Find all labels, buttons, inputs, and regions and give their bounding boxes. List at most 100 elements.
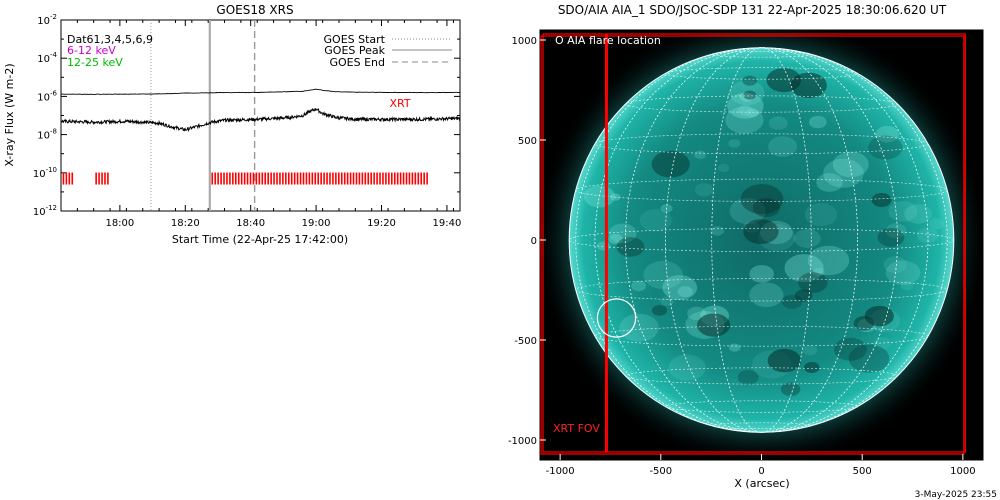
plot-axes: 10-12 10-10 10-8 10-6 10-4 10-2 18:00 18:20 18:4… <box>33 13 462 229</box>
xrt-bar <box>249 172 252 185</box>
y-tick-label: 10-10 <box>33 166 57 180</box>
series-6-12-kev <box>61 88 460 95</box>
xrt-bar <box>382 172 384 185</box>
xrt-bar <box>361 172 364 185</box>
xrt-bar <box>220 172 222 185</box>
dark-feature <box>651 150 690 178</box>
img-x-tick-label: -1000 <box>546 466 575 477</box>
xrt-bar <box>326 172 328 185</box>
x-tick-label: 18:00 <box>105 218 134 229</box>
xrt-bar <box>223 172 225 185</box>
xrt-bar <box>101 172 103 185</box>
dark-feature <box>868 135 903 160</box>
bright-feature <box>619 313 659 342</box>
xrt-bar <box>379 172 381 185</box>
longitude-line <box>625 47 898 433</box>
img-x-tick-label: 1000 <box>950 466 975 477</box>
bright-feature <box>729 198 766 225</box>
active-regions <box>583 68 944 397</box>
xrt-bar <box>232 172 234 185</box>
xrt-bar <box>402 172 405 185</box>
xrt-bar <box>411 172 414 185</box>
bright-feature <box>832 151 869 178</box>
xrt-bar <box>396 172 399 185</box>
bright-feature <box>813 267 825 277</box>
bright-feature <box>900 281 914 291</box>
xrt-bar <box>252 172 255 185</box>
x-tick-label: 18:20 <box>171 218 200 229</box>
bright-feature <box>597 241 611 251</box>
dark-feature <box>781 294 803 309</box>
y-tick-label: 10-2 <box>37 13 57 27</box>
xrt-bar <box>296 172 299 185</box>
bright-feature <box>807 245 850 276</box>
dark-feature <box>834 337 867 361</box>
xrt-bar <box>358 172 361 185</box>
xrt-bar <box>299 172 302 185</box>
xrt-bar <box>217 172 219 185</box>
dark-feature <box>864 305 894 327</box>
bright-feature <box>737 105 753 116</box>
flare-location-circle <box>596 298 637 338</box>
image-x-axis-label: X (arcsec) <box>734 477 789 490</box>
dark-feature <box>767 348 802 373</box>
xrt-bar <box>264 172 267 185</box>
y-tick-label: 10-6 <box>37 89 57 103</box>
xrt-bar <box>276 172 278 185</box>
xrt-bar <box>352 172 355 185</box>
flux-series <box>61 88 460 133</box>
legend-6-12kev: 6-12 keV <box>67 44 116 57</box>
xrt-bar <box>355 172 358 185</box>
x-tick-label: 19:20 <box>367 218 396 229</box>
xrt-bar <box>246 172 249 185</box>
xrt-bar <box>346 172 349 185</box>
bright-feature <box>728 139 741 148</box>
bright-feature <box>662 275 698 300</box>
bright-feature <box>749 282 784 308</box>
dark-feature <box>752 198 781 218</box>
bright-feature <box>729 343 741 352</box>
dark-feature <box>790 72 827 99</box>
bright-feature <box>904 204 932 224</box>
xrt-bar <box>237 172 240 185</box>
dark-feature <box>877 228 905 247</box>
bright-feature <box>804 203 838 227</box>
img-y-tick-label: -500 <box>514 336 537 347</box>
flare-legend: O AIA flare location <box>555 34 661 47</box>
xrt-bar <box>62 172 65 185</box>
dark-feature <box>651 305 668 316</box>
xrt-bar <box>285 172 287 185</box>
xrt-bar <box>211 172 214 185</box>
x-tick-label: 18:40 <box>236 218 265 229</box>
bright-feature <box>874 337 891 350</box>
bright-feature <box>888 201 918 222</box>
xrt-bar <box>323 172 325 185</box>
bright-feature <box>740 92 753 102</box>
y-tick-label: 10-8 <box>37 128 57 142</box>
bright-feature <box>794 229 821 248</box>
bright-feature <box>885 260 921 286</box>
xrt-bar <box>314 172 317 185</box>
dark-feature <box>616 237 645 257</box>
xrt-bar <box>329 172 331 185</box>
dark-feature <box>871 193 892 207</box>
legend-goes-peak: GOES Peak <box>324 44 385 57</box>
dark-feature <box>780 382 801 397</box>
series-12-25-kev <box>61 107 460 133</box>
x-axis-label: Start Time (22-Apr-25 17:42:00) <box>172 233 348 246</box>
fov-box <box>540 35 965 455</box>
bright-feature <box>694 183 714 197</box>
xrt-bar <box>373 172 375 185</box>
bright-feature <box>802 345 818 356</box>
solar-disk <box>569 47 954 433</box>
xrt-bar <box>261 172 264 185</box>
limb <box>568 47 955 433</box>
img-y-tick-label: 0 <box>531 236 537 247</box>
legend-goes-start: GOES Start <box>324 33 386 46</box>
xrt-bar <box>287 172 290 185</box>
xrt-bar <box>258 172 261 185</box>
xrt-bar <box>65 172 68 185</box>
xrt-label: XRT <box>389 97 410 110</box>
legend-goes-end: GOES End <box>329 56 385 69</box>
